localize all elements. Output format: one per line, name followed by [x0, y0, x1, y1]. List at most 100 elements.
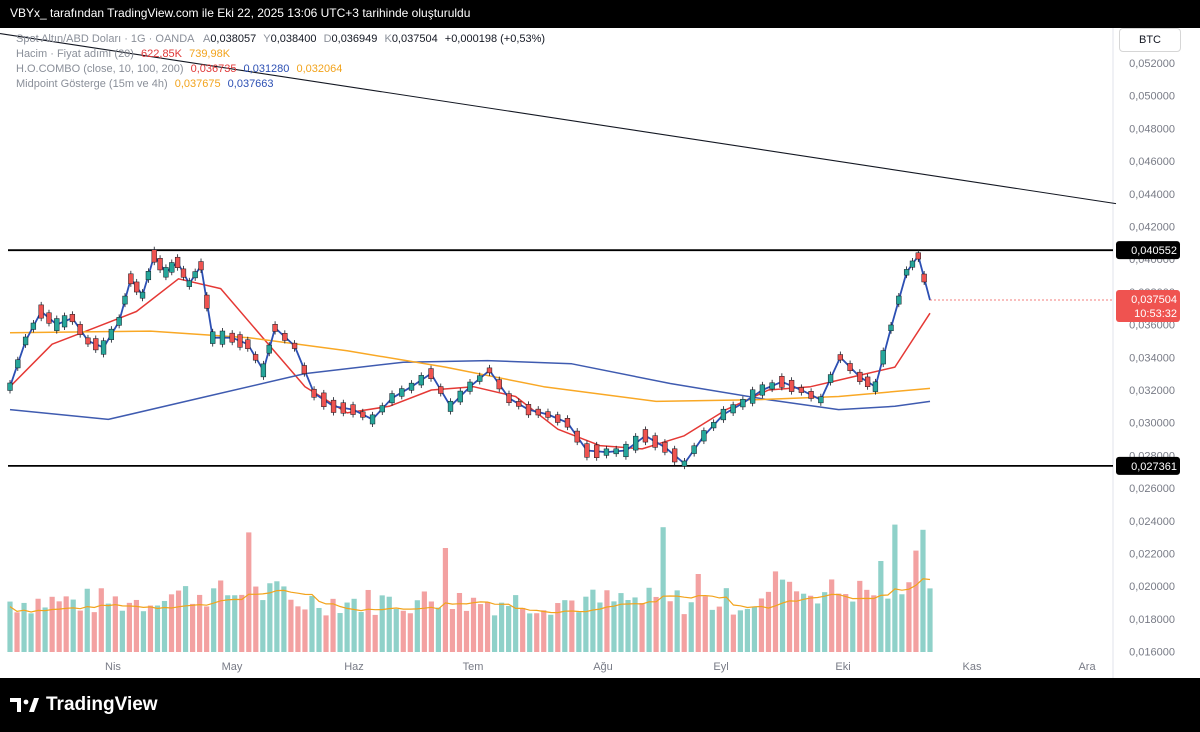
- legend-high: 0,038400: [270, 33, 317, 45]
- countdown-label: 10:53:32: [1134, 308, 1177, 320]
- volume-bar: [723, 588, 729, 652]
- volume-bar: [358, 612, 364, 652]
- volume-bar: [456, 592, 463, 652]
- candle-body: [888, 324, 894, 332]
- legend-close: 0,037504: [391, 33, 438, 45]
- legend-volume-row[interactable]: Hacim · Fiyat adımı (20) 622,85K 739,98K: [16, 47, 545, 62]
- price-tick-label: 0,034000: [1129, 352, 1175, 364]
- candle-body: [379, 405, 385, 413]
- tradingview-logo-icon: [10, 698, 39, 712]
- price-tick-label: 0,042000: [1129, 222, 1175, 234]
- candle-body: [163, 267, 169, 278]
- volume-bar: [84, 588, 90, 652]
- candle-body: [330, 399, 337, 413]
- candle-body: [477, 375, 483, 382]
- candle-body: [857, 371, 863, 382]
- candle-body: [399, 388, 405, 397]
- volume-bar: [98, 588, 104, 652]
- volume-bar: [105, 603, 111, 652]
- volume-bar: [91, 612, 97, 652]
- volume-bar: [836, 593, 842, 652]
- candle-body: [864, 376, 871, 387]
- candle-body: [915, 252, 921, 260]
- time-tick-label: Tem: [463, 661, 484, 673]
- volume-bar: [590, 589, 596, 652]
- candle-body: [77, 324, 83, 335]
- chart-frame[interactable]: 0,052000 0,050000 0,048000 0,046000 0,044000…: [0, 28, 1200, 678]
- price-tick-label: 0,050000: [1129, 91, 1175, 103]
- volume-bar: [709, 609, 715, 652]
- ma-line: [9, 359, 931, 421]
- candle-body: [350, 404, 356, 415]
- candle-body: [525, 404, 532, 416]
- candle-body: [467, 381, 473, 392]
- volume-bar: [119, 610, 125, 652]
- price-line: [9, 254, 931, 465]
- volume-bar: [246, 532, 252, 652]
- price-tick-label: 0,044000: [1129, 189, 1175, 201]
- volume-bar: [267, 583, 273, 652]
- tradingview-logo[interactable]: TradingView: [10, 694, 158, 716]
- candle-body: [880, 350, 886, 365]
- candle-body: [701, 430, 707, 442]
- candle-body: [720, 408, 727, 421]
- legend-hocombo-row[interactable]: H.O.COMBO (close, 10, 100, 200) 0,036735…: [16, 62, 545, 77]
- candle-body: [788, 379, 795, 392]
- candle-body: [710, 422, 717, 429]
- volume-bar: [491, 615, 498, 652]
- candle-body: [506, 393, 512, 403]
- candle-body: [245, 339, 251, 349]
- legend-hocombo-v2: 0,031280: [243, 63, 290, 75]
- candle-body: [759, 384, 766, 396]
- level-label-bg: [1116, 456, 1180, 475]
- volume-bar: [815, 603, 821, 652]
- volume-bar: [548, 614, 554, 652]
- volume-bar: [407, 613, 413, 652]
- candle-body: [564, 418, 571, 428]
- volume-bar: [534, 613, 540, 652]
- candle-body: [847, 363, 853, 372]
- candle-body: [282, 333, 288, 341]
- volume-bar: [154, 605, 161, 652]
- candle-body: [145, 271, 152, 281]
- candle-body: [157, 258, 163, 271]
- volume-bar: [506, 605, 512, 652]
- legend-midpoint-label: Midpoint Gösterge (15m ve 4h): [16, 78, 168, 90]
- candle-body: [769, 382, 775, 390]
- candle-body: [779, 376, 785, 388]
- candle-body: [623, 443, 629, 458]
- volume-bar: [555, 603, 561, 652]
- volume-bar: [871, 595, 877, 652]
- volume-bar: [281, 586, 287, 652]
- volume-bar: [541, 610, 547, 652]
- candle-body: [340, 402, 346, 414]
- currency-badge[interactable]: BTC: [1119, 28, 1181, 52]
- legend-symbol-row[interactable]: Spot Altın/ABD Doları · 1G · OANDA A0,03…: [16, 33, 546, 45]
- volume-bar: [449, 609, 456, 652]
- volume-bar: [751, 606, 758, 652]
- volume-bar: [344, 602, 350, 652]
- candle-body: [818, 396, 824, 404]
- volume-bar: [372, 614, 378, 652]
- volume-bar: [583, 596, 589, 652]
- level-label: 0,040552: [1131, 245, 1177, 257]
- candle-body: [192, 271, 198, 279]
- volume-bar: [14, 612, 20, 652]
- volume-bar: [197, 594, 203, 652]
- candle-body: [198, 261, 204, 271]
- volume-bar: [822, 592, 828, 652]
- volume-bar: [274, 581, 280, 652]
- volume-bar: [316, 607, 322, 652]
- candle-body: [272, 324, 278, 332]
- candle-body: [438, 386, 444, 394]
- candle-body: [418, 375, 424, 386]
- legend-midpoint-row[interactable]: Midpoint Gösterge (15m ve 4h) 0,037675 0…: [16, 77, 545, 92]
- candle-body: [428, 368, 434, 379]
- chart-canvas[interactable]: 0,052000 0,050000 0,048000 0,046000 0,044000…: [0, 28, 1200, 678]
- price-tick-label: 0,030000: [1129, 418, 1175, 430]
- candle-body: [291, 342, 298, 349]
- candle-body: [730, 404, 736, 414]
- price-tick-label: 0,036000: [1129, 320, 1175, 332]
- volume-bar: [484, 601, 491, 652]
- volume-bar: [618, 593, 624, 652]
